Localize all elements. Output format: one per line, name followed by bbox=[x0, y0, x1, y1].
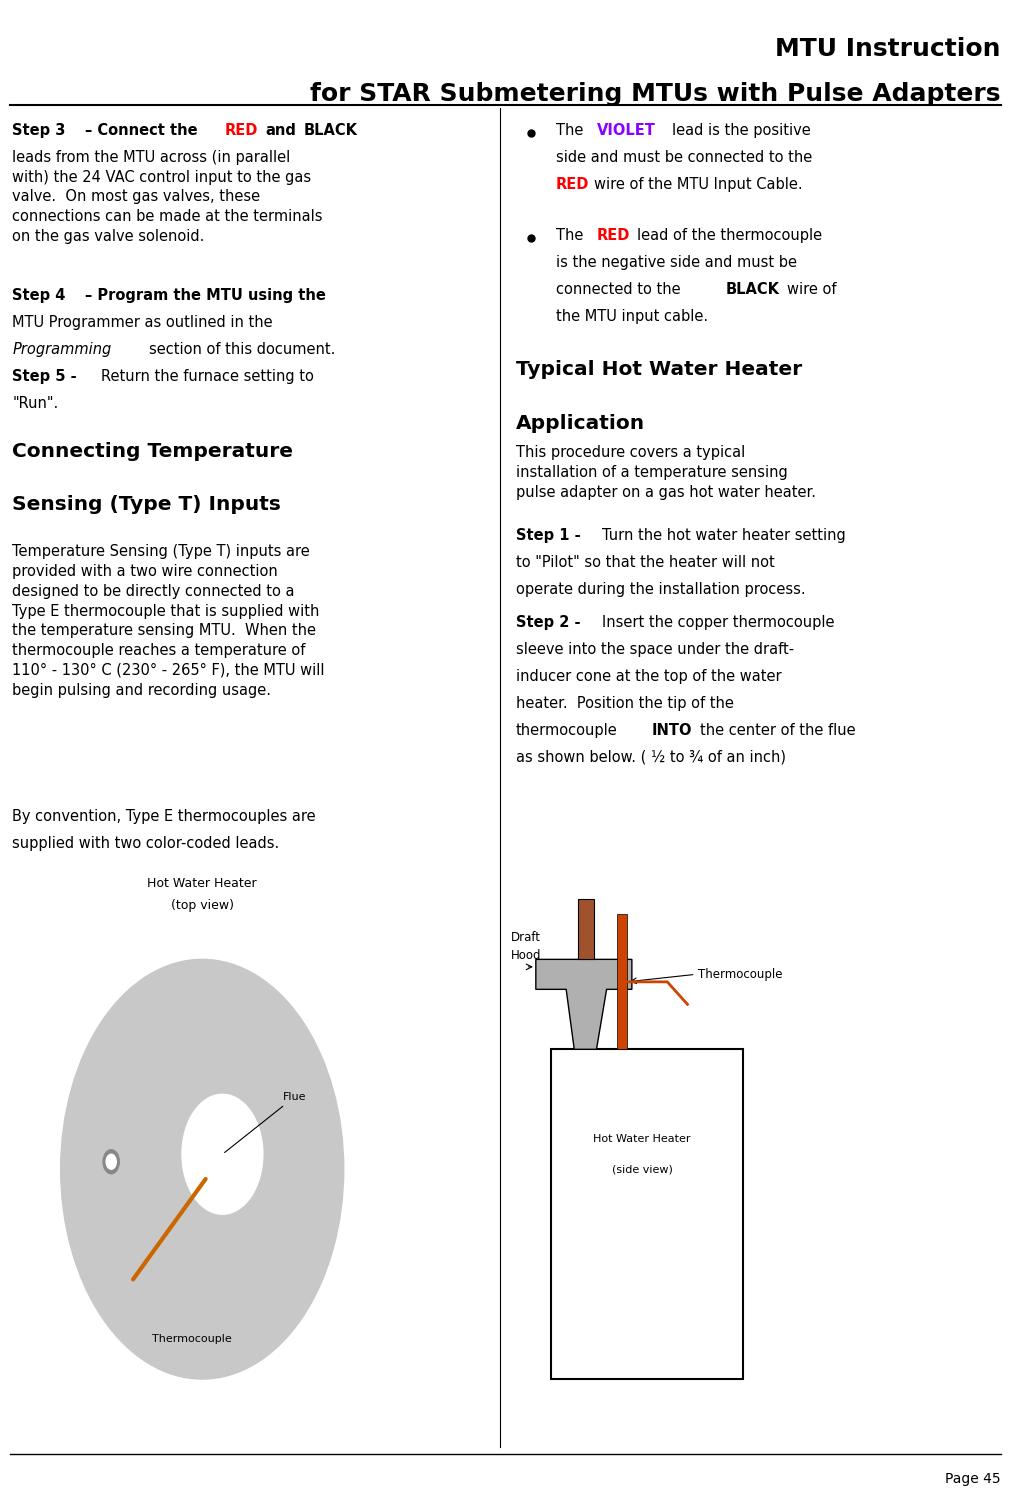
Text: (top view): (top view) bbox=[171, 899, 234, 913]
Text: This procedure covers a typical
installation of a temperature sensing
pulse adap: This procedure covers a typical installa… bbox=[516, 445, 816, 499]
FancyBboxPatch shape bbox=[617, 914, 627, 1049]
Text: VIOLET: VIOLET bbox=[596, 123, 655, 138]
Text: Thermocouple: Thermocouple bbox=[152, 1334, 232, 1345]
Text: Hood: Hood bbox=[511, 949, 541, 962]
Text: Hot Water Heater: Hot Water Heater bbox=[593, 1135, 691, 1144]
Text: (side view): (side view) bbox=[612, 1165, 672, 1174]
Text: lead is the positive: lead is the positive bbox=[672, 123, 811, 138]
Text: Programming: Programming bbox=[12, 342, 111, 357]
Text: Step 3: Step 3 bbox=[12, 123, 66, 138]
Text: Thermocouple: Thermocouple bbox=[698, 968, 783, 980]
Text: Insert the copper thermocouple: Insert the copper thermocouple bbox=[602, 615, 834, 630]
Text: connected to the: connected to the bbox=[556, 282, 680, 297]
Text: Temperature Sensing (Type T) inputs are
provided with a two wire connection
desi: Temperature Sensing (Type T) inputs are … bbox=[12, 544, 325, 697]
Text: Application: Application bbox=[516, 414, 645, 433]
Text: MTU Instruction: MTU Instruction bbox=[775, 37, 1001, 61]
Text: and: and bbox=[265, 123, 296, 138]
Text: lead of the thermocouple: lead of the thermocouple bbox=[637, 228, 822, 243]
Text: Page 45: Page 45 bbox=[945, 1472, 1001, 1486]
Text: Step 1 -: Step 1 - bbox=[516, 528, 580, 543]
Polygon shape bbox=[536, 959, 632, 1049]
Text: for STAR Submetering MTUs with Pulse Adapters: for STAR Submetering MTUs with Pulse Ada… bbox=[310, 82, 1001, 106]
Circle shape bbox=[103, 1150, 119, 1174]
FancyBboxPatch shape bbox=[578, 899, 594, 959]
Text: wire of: wire of bbox=[787, 282, 836, 297]
Text: Connecting Temperature: Connecting Temperature bbox=[12, 442, 293, 462]
Text: side and must be connected to the: side and must be connected to the bbox=[556, 150, 812, 165]
Text: section of this document.: section of this document. bbox=[149, 342, 335, 357]
Text: sleeve into the space under the draft-: sleeve into the space under the draft- bbox=[516, 642, 794, 657]
Text: the MTU input cable.: the MTU input cable. bbox=[556, 309, 708, 324]
Text: Sensing (Type T) Inputs: Sensing (Type T) Inputs bbox=[12, 495, 281, 514]
Text: "Run".: "Run". bbox=[12, 396, 59, 411]
Text: operate during the installation process.: operate during the installation process. bbox=[516, 582, 805, 597]
Text: Hot Water Heater: Hot Water Heater bbox=[148, 877, 257, 890]
Text: BLACK: BLACK bbox=[726, 282, 779, 297]
Text: Typical Hot Water Heater: Typical Hot Water Heater bbox=[516, 360, 802, 379]
Text: Step 4: Step 4 bbox=[12, 288, 66, 303]
Text: Return the furnace setting to: Return the furnace setting to bbox=[101, 369, 314, 384]
FancyBboxPatch shape bbox=[551, 1049, 743, 1379]
Text: BLACK: BLACK bbox=[303, 123, 357, 138]
Text: as shown below. ( ½ to ¾ of an inch): as shown below. ( ½ to ¾ of an inch) bbox=[516, 750, 786, 764]
Circle shape bbox=[61, 959, 344, 1379]
Text: Draft: Draft bbox=[511, 931, 541, 944]
Text: MTU Programmer as outlined in the: MTU Programmer as outlined in the bbox=[12, 315, 273, 330]
Text: to "Pilot" so that the heater will not: to "Pilot" so that the heater will not bbox=[516, 555, 774, 570]
Text: inducer cone at the top of the water: inducer cone at the top of the water bbox=[516, 669, 782, 684]
Text: the center of the flue: the center of the flue bbox=[700, 723, 855, 738]
Text: wire of the MTU Input Cable.: wire of the MTU Input Cable. bbox=[594, 177, 803, 192]
Text: RED: RED bbox=[556, 177, 589, 192]
Text: heater.  Position the tip of the: heater. Position the tip of the bbox=[516, 696, 734, 711]
Text: is the negative side and must be: is the negative side and must be bbox=[556, 255, 797, 270]
Circle shape bbox=[106, 1154, 116, 1169]
Text: Flue: Flue bbox=[224, 1091, 306, 1153]
Text: thermocouple: thermocouple bbox=[516, 723, 618, 738]
Text: leads from the MTU across (in parallel
with) the 24 VAC control input to the gas: leads from the MTU across (in parallel w… bbox=[12, 150, 323, 244]
Text: The: The bbox=[556, 123, 583, 138]
Text: – Connect the: – Connect the bbox=[85, 123, 197, 138]
Text: Step 5 -: Step 5 - bbox=[12, 369, 77, 384]
Text: The: The bbox=[556, 228, 583, 243]
Text: RED: RED bbox=[596, 228, 630, 243]
Text: Turn the hot water heater setting: Turn the hot water heater setting bbox=[602, 528, 845, 543]
Circle shape bbox=[182, 1094, 263, 1214]
Text: supplied with two color-coded leads.: supplied with two color-coded leads. bbox=[12, 836, 279, 851]
Text: Step 2 -: Step 2 - bbox=[516, 615, 580, 630]
Text: RED: RED bbox=[224, 123, 258, 138]
Text: INTO: INTO bbox=[652, 723, 693, 738]
Text: – Program the MTU using the: – Program the MTU using the bbox=[85, 288, 326, 303]
Text: By convention, Type E thermocouples are: By convention, Type E thermocouples are bbox=[12, 809, 315, 824]
